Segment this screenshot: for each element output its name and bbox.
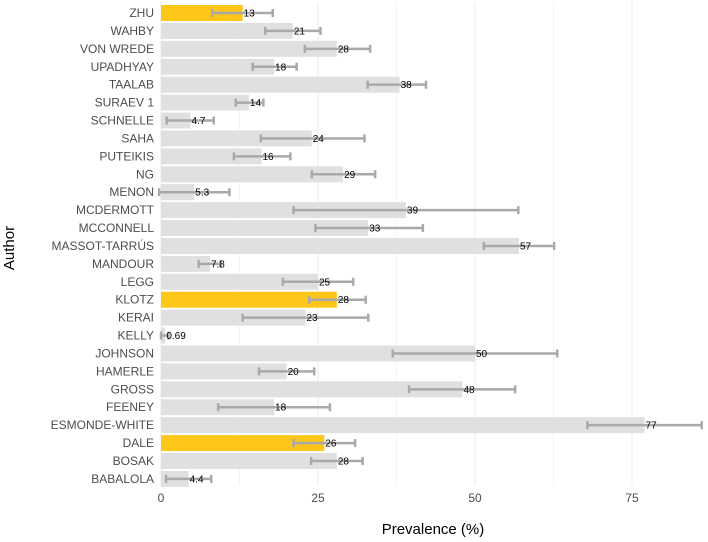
bar-value-label: 4.4: [190, 474, 204, 485]
bar-value-label: 18: [275, 62, 287, 73]
bar-hamerle: [161, 363, 287, 380]
x-axis-tick-labels: 0 25 50 75: [158, 491, 639, 505]
x-tick-label: 75: [625, 491, 639, 505]
y-tick-label: ZHU: [129, 6, 154, 20]
bar-value-label: 48: [463, 385, 475, 396]
y-tick-label: MANDOUR: [92, 257, 154, 271]
bar-value-label: 24: [313, 134, 325, 145]
y-tick-label: MCCONNELL: [79, 221, 155, 235]
y-tick-label: FEENEY: [106, 400, 154, 414]
bar-value-label: 39: [407, 206, 419, 217]
bar-taalab: [161, 76, 400, 93]
bar-puteikis: [161, 148, 262, 165]
bar-bosak: [161, 453, 337, 469]
bar-value-label: 13: [244, 9, 256, 20]
y-tick-label: NG: [136, 167, 154, 181]
bar-value-label: 4.7: [192, 116, 206, 127]
x-tick-label: 0: [158, 491, 165, 505]
bar-value-label: 33: [369, 224, 381, 235]
bar-gross: [161, 381, 463, 398]
bar-value-label: 7.8: [211, 259, 225, 270]
bar-value-labels: 13 21 28 18 38 14 4.7 24 16 29 5.3 39 33 57 7.8 25 28 23 0…: [166, 9, 657, 486]
bar-wahby: [161, 22, 293, 39]
bar-value-label: 0.69: [166, 331, 186, 342]
y-tick-label: SURAEV 1: [95, 96, 155, 110]
bar-zhu: [161, 5, 243, 21]
bar-value-label: 5.3: [195, 188, 209, 199]
y-tick-label: ESMONDE-WHITE: [51, 418, 154, 432]
bar-upadhyay: [161, 58, 275, 75]
bar-value-label: 38: [401, 80, 413, 91]
y-tick-label: SCHNELLE: [91, 114, 154, 128]
bar-von-wrede: [161, 40, 337, 57]
y-tick-label: TAALAB: [109, 78, 154, 92]
bar-value-label: 23: [306, 313, 318, 324]
bar-ng: [161, 166, 344, 183]
y-tick-label: WAHBY: [110, 24, 154, 38]
bar-value-label: 28: [338, 44, 350, 55]
bar-value-label: 77: [646, 421, 658, 432]
bar-value-label: 28: [338, 457, 350, 468]
y-tick-label: GROSS: [111, 382, 154, 396]
y-tick-label: KLOTZ: [115, 293, 154, 307]
bar-saha: [161, 130, 312, 147]
error-bars: [157, 9, 703, 483]
bar-value-label: 50: [476, 349, 488, 360]
bar-value-label: 28: [338, 295, 350, 306]
x-tick-label: 25: [311, 491, 325, 505]
bar-massot-tarr-s: [161, 237, 519, 254]
bar-klotz: [161, 291, 337, 308]
y-tick-label: JOHNSON: [95, 346, 154, 360]
bar-legg: [161, 273, 318, 290]
bar-johnson: [161, 345, 475, 362]
y-axis-title: Author: [1, 226, 18, 270]
bar-mcdermott: [161, 202, 406, 219]
y-tick-label: DALE: [123, 436, 154, 450]
y-tick-label: UPADHYAY: [91, 60, 154, 74]
y-tick-label: MASSOT-TARRÚS: [52, 238, 154, 253]
y-tick-label: BABALOLA: [91, 472, 154, 486]
bar-suraev-1: [161, 94, 249, 111]
bar-dale: [161, 435, 325, 452]
y-tick-label: PUTEIKIS: [99, 149, 154, 163]
y-tick-label: MENON: [109, 185, 154, 199]
bar-value-label: 21: [294, 26, 306, 37]
bar-value-label: 16: [262, 152, 274, 163]
y-tick-label: SAHA: [121, 131, 154, 145]
x-axis-title: Prevalence (%): [382, 521, 485, 538]
x-tick-label: 50: [468, 491, 482, 505]
y-tick-label: KELLY: [118, 329, 154, 343]
bar-value-label: 18: [275, 403, 287, 414]
y-tick-label: HAMERLE: [96, 364, 154, 378]
y-tick-label: VON WREDE: [80, 42, 154, 56]
bar-value-label: 57: [520, 241, 532, 252]
y-tick-label: MCDERMOTT: [76, 203, 155, 217]
bar-kerai: [161, 309, 306, 326]
bar-esmonde-white: [161, 417, 645, 434]
bar-value-label: 26: [325, 439, 337, 450]
y-tick-label: BOSAK: [113, 454, 154, 468]
bar-value-label: 20: [288, 367, 300, 378]
bar-value-label: 25: [319, 277, 331, 288]
y-tick-label: KERAI: [118, 311, 154, 325]
bars: [161, 5, 645, 487]
y-axis-tick-labels: ZHU WAHBY VON WREDE UPADHYAY TAALAB SURAEV 1 S…: [51, 6, 155, 486]
bar-value-label: 29: [344, 170, 356, 181]
y-tick-label: LEGG: [121, 275, 154, 289]
bar-value-label: 14: [250, 98, 262, 109]
